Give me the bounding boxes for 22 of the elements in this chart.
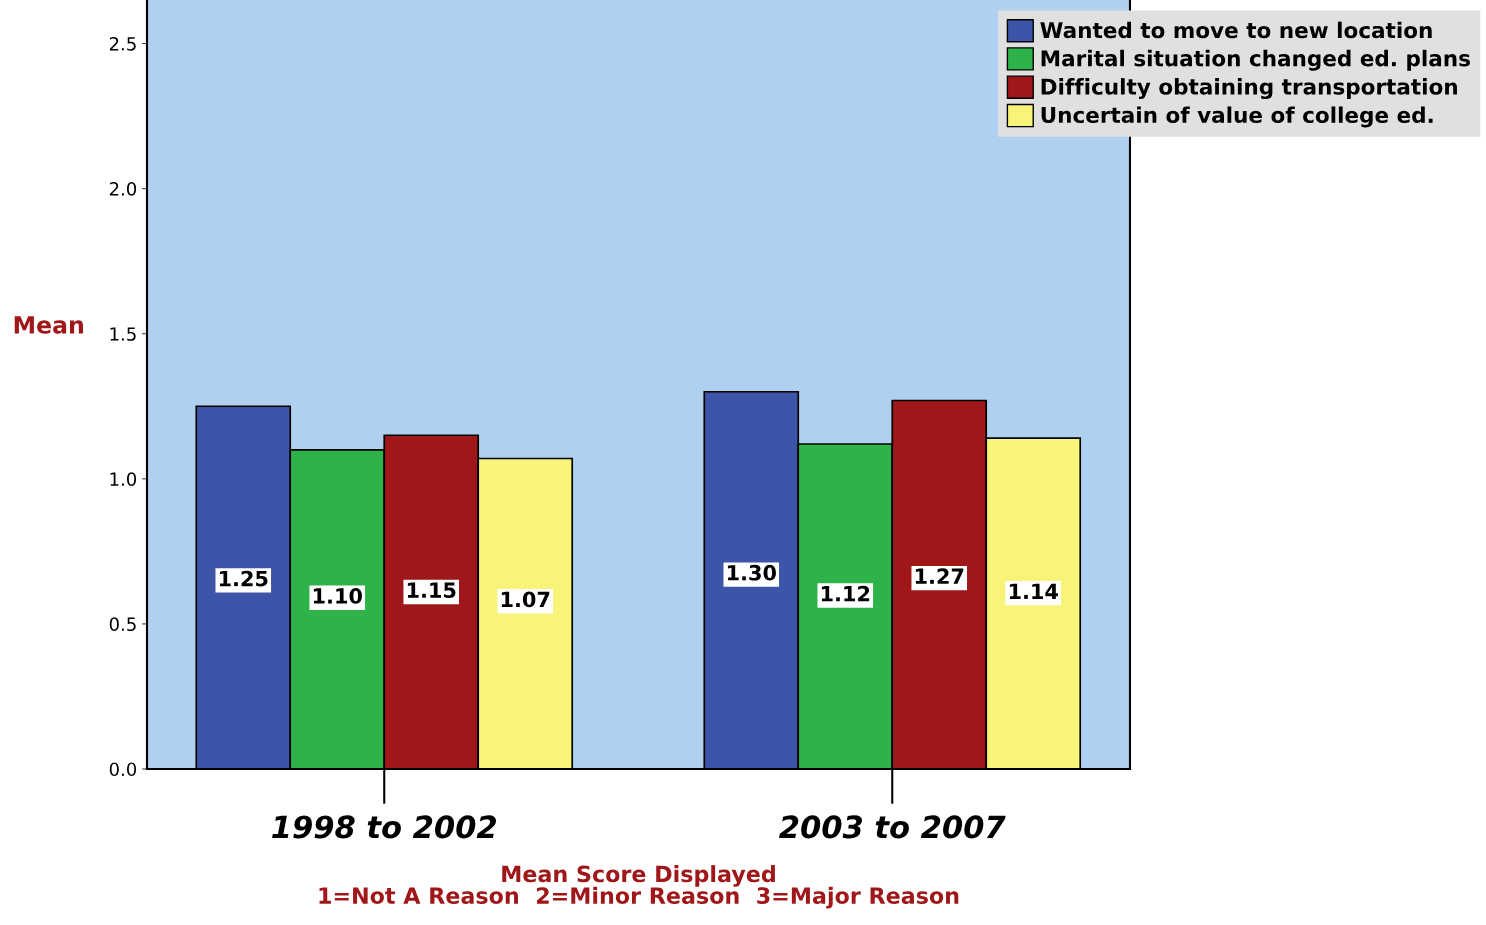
x-tick-label: 2003 to 2007 [779, 815, 1006, 839]
data-label: 1.30 [727, 564, 776, 581]
legend-label: Marital situation changed ed. plans [1041, 49, 1470, 71]
x-tick-label: 1998 to 2002 [272, 815, 497, 839]
y-tick-label: 1.0 [110, 472, 137, 486]
y-tick-label: 0.0 [109, 762, 137, 777]
data-label: 1.12 [821, 585, 870, 602]
y-tick-label: 1.5 [110, 327, 136, 341]
data-label: 1.10 [313, 588, 362, 604]
data-label: 1.14 [1009, 583, 1058, 599]
y-tick-label: 2.5 [109, 36, 136, 51]
y-tick-label: 0.5 [109, 617, 136, 632]
data-label: 1.27 [915, 568, 964, 584]
x-axis-title: Mean Score Displayed 1=Not A Reason 2=Minor Reason 3=Major Reason [319, 865, 959, 909]
legend-label: Uncertain of value of college ed. [1041, 106, 1433, 128]
y-axis-title: Mean [14, 316, 83, 334]
data-label: 1.15 [407, 582, 456, 599]
legend-label: Wanted to move to new location [1040, 21, 1432, 39]
y-tick-label: 2.0 [109, 182, 137, 196]
legend-label: Difficulty obtaining transportation [1041, 78, 1457, 100]
data-label: 1.25 [219, 570, 268, 587]
data-label: 1.07 [501, 591, 550, 608]
